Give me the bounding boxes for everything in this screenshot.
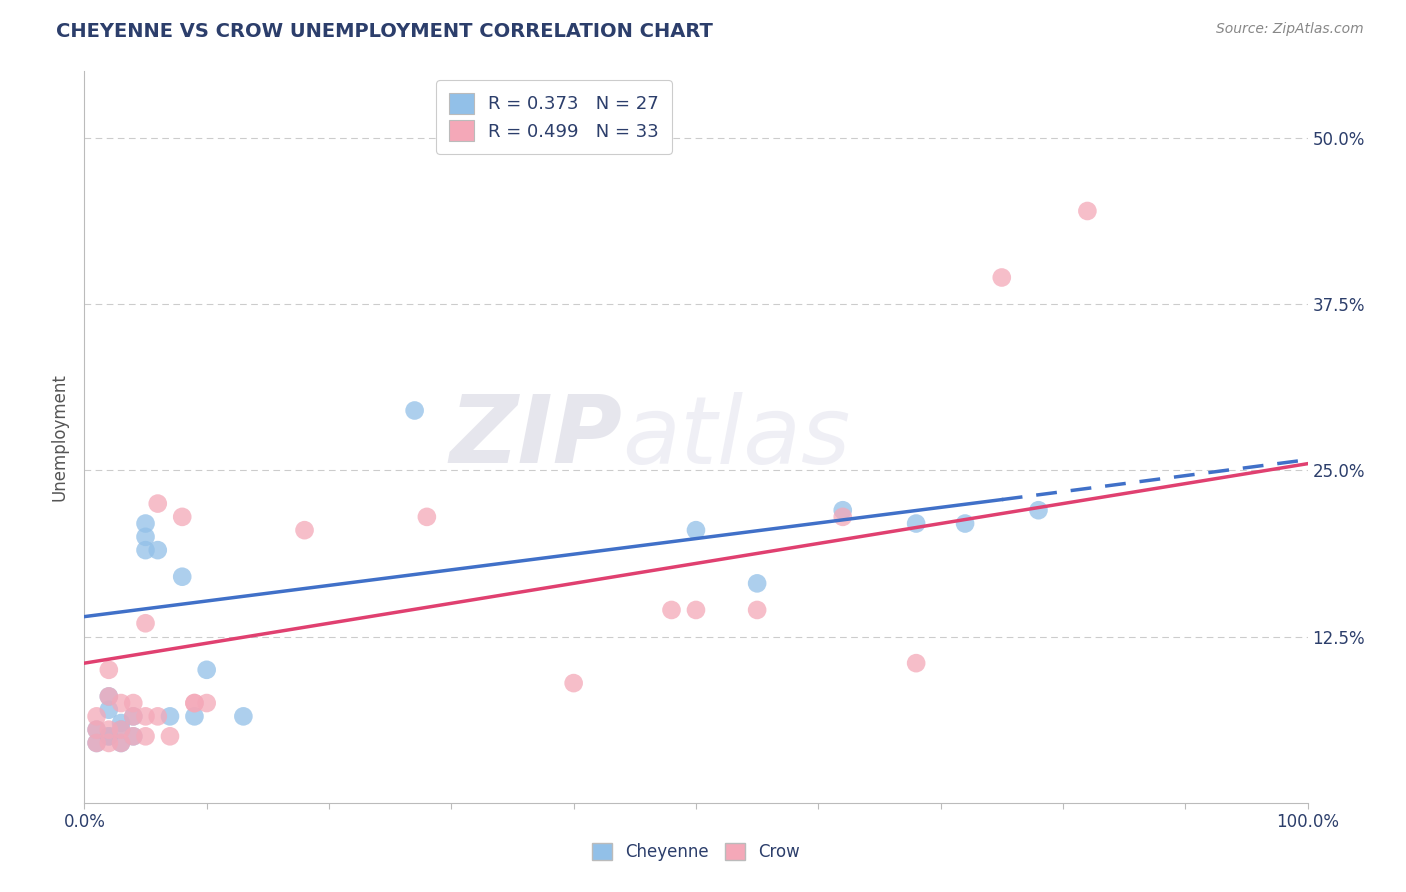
Point [195, 696, 218, 710]
Point [831, 509, 853, 524]
Point [122, 709, 145, 723]
Point [97, 729, 120, 743]
Point [905, 516, 928, 531]
Point [562, 676, 585, 690]
Point [404, 403, 426, 417]
Point [685, 523, 707, 537]
Point [110, 736, 132, 750]
Point [122, 709, 145, 723]
Point [183, 696, 205, 710]
Point [122, 696, 145, 710]
Point [135, 729, 157, 743]
Point [685, 603, 707, 617]
Text: Source: ZipAtlas.com: Source: ZipAtlas.com [1216, 22, 1364, 37]
Point [86, 736, 108, 750]
Point [661, 603, 683, 617]
Point [110, 696, 132, 710]
Point [905, 656, 928, 670]
Point [86, 723, 108, 737]
Point [172, 509, 194, 524]
Point [183, 696, 205, 710]
Point [953, 516, 976, 531]
Point [232, 709, 254, 723]
Point [172, 570, 194, 584]
Text: CHEYENNE VS CROW UNEMPLOYMENT CORRELATION CHART: CHEYENNE VS CROW UNEMPLOYMENT CORRELATIO… [56, 22, 713, 41]
Point [110, 723, 132, 737]
Text: ZIP: ZIP [450, 391, 623, 483]
Point [110, 736, 132, 750]
Point [1076, 204, 1098, 219]
Point [122, 729, 145, 743]
Text: atlas: atlas [623, 392, 851, 483]
Point [416, 509, 439, 524]
Point [183, 709, 205, 723]
Point [97, 690, 120, 704]
Point [110, 716, 132, 731]
Point [97, 663, 120, 677]
Point [86, 709, 108, 723]
Point [97, 736, 120, 750]
Point [159, 709, 181, 723]
Point [135, 616, 157, 631]
Point [86, 723, 108, 737]
Point [146, 543, 169, 558]
Point [195, 663, 218, 677]
Point [831, 503, 853, 517]
Y-axis label: Unemployment: Unemployment [51, 373, 69, 501]
Point [86, 736, 108, 750]
Point [97, 729, 120, 743]
Point [122, 729, 145, 743]
Point [135, 709, 157, 723]
Point [146, 497, 169, 511]
Point [146, 709, 169, 723]
Point [747, 576, 769, 591]
Point [747, 603, 769, 617]
Point [97, 703, 120, 717]
Point [991, 270, 1014, 285]
Point [1028, 503, 1050, 517]
Point [110, 723, 132, 737]
Point [294, 523, 316, 537]
Legend: Cheyenne, Crow: Cheyenne, Crow [585, 836, 807, 868]
Point [97, 690, 120, 704]
Point [135, 530, 157, 544]
Point [97, 723, 120, 737]
Point [135, 543, 157, 558]
Point [159, 729, 181, 743]
Point [135, 516, 157, 531]
